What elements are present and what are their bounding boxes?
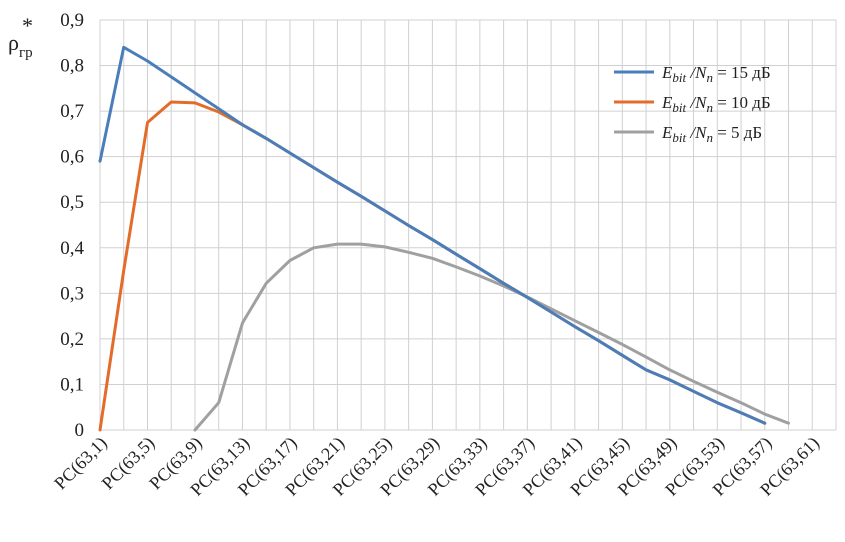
y-tick-label: 0,3	[60, 283, 84, 304]
y-axis-label: ρгр *	[8, 13, 33, 61]
series-line-1	[98, 45, 767, 425]
y-axis-label-star: *	[22, 13, 33, 38]
y-tick-label: 0,4	[60, 238, 84, 259]
y-axis-ticks: 0 0,1 0,2 0,3 0,4 0,5 0,6 0,7 0,8 0,9	[60, 10, 84, 441]
legend-label-1: Ebit /Nn = 15 дБ	[661, 63, 771, 85]
legend: Ebit /Nn = 15 дБ Ebit /Nn = 10 дБ Ebit /Nn…	[614, 63, 771, 145]
y-tick-label: 0,7	[60, 101, 84, 122]
grid	[99, 19, 837, 431]
legend-label-3: Ebit /Nn = 5 дБ	[661, 123, 762, 145]
series-lines	[98, 45, 790, 432]
y-axis-label-rho: ρ	[8, 30, 19, 55]
y-axis-label-sub: гр	[19, 45, 33, 61]
x-axis-ticks: РС(63,1)РС(63,5)РС(63,9)РС(63,13)РС(63,1…	[50, 433, 824, 501]
y-tick-label: 0,9	[60, 10, 84, 31]
y-tick-label: 0	[75, 420, 85, 441]
y-tick-label: 0,6	[60, 147, 84, 168]
y-tick-label: 0,5	[60, 192, 84, 213]
y-tick-label: 0,1	[60, 374, 84, 395]
y-axis-label-text: ρгр	[8, 30, 33, 61]
y-tick-label: 0,2	[60, 329, 84, 350]
series-line-3	[193, 242, 790, 432]
legend-label-2: Ebit /Nn = 10 дБ	[661, 93, 771, 115]
y-tick-label: 0,8	[60, 56, 84, 77]
